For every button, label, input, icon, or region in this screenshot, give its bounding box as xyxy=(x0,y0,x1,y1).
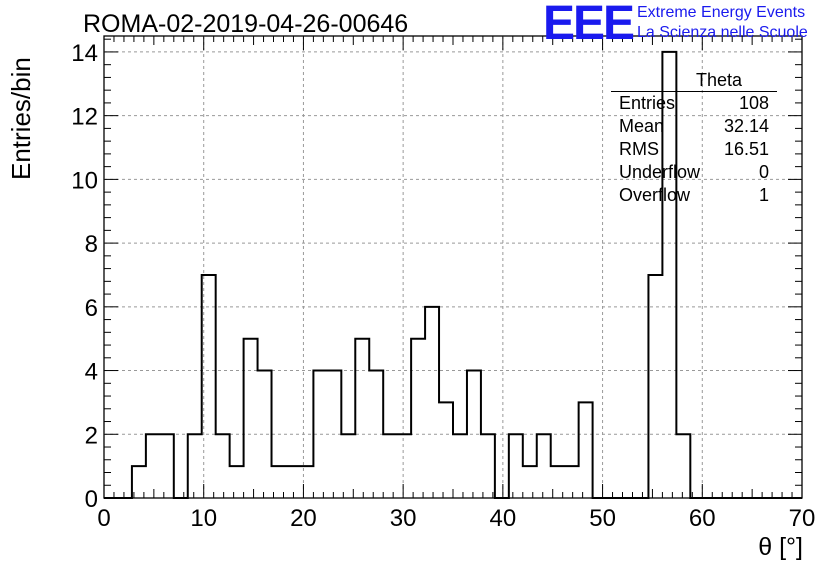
x-tick-label: 50 xyxy=(589,505,616,532)
histogram-bin xyxy=(258,371,272,498)
x-tick-label: 40 xyxy=(490,505,517,532)
run-title: ROMA-02-2019-04-26-00646 xyxy=(83,10,409,38)
histogram-bin xyxy=(341,434,355,498)
stats-row-underflow: Underflow 0 xyxy=(611,161,777,184)
histogram-bin xyxy=(299,466,313,498)
x-tick-label: 60 xyxy=(689,505,716,532)
histogram-bin xyxy=(132,466,146,498)
y-tick-label: 6 xyxy=(85,295,98,322)
histogram-bin xyxy=(272,466,286,498)
y-tick-label: 0 xyxy=(85,486,98,513)
y-tick-label: 4 xyxy=(85,359,98,386)
histogram-bin xyxy=(188,434,202,498)
y-tick-label: 8 xyxy=(85,231,98,258)
histogram-bin xyxy=(509,434,523,498)
stats-row-mean: Mean 32.14 xyxy=(611,115,777,138)
stats-label: RMS xyxy=(619,139,659,159)
y-tick-label: 2 xyxy=(85,422,98,449)
stats-value: 1 xyxy=(758,185,769,205)
stats-box: Theta Entries 108 Mean 32.14 RMS 16.51 U… xyxy=(611,70,777,207)
logo-subtitle-line1: Extreme Energy Events xyxy=(637,4,806,21)
stats-label: Overflow xyxy=(619,185,691,205)
stats-row-rms: RMS 16.51 xyxy=(611,138,777,161)
stats-label: Underflow xyxy=(619,162,701,182)
histogram-bin xyxy=(411,339,425,498)
logo-subtitle-line2: La Scienza nelle Scuole xyxy=(637,24,808,41)
stats-value: 16.51 xyxy=(723,139,769,159)
histogram-bin xyxy=(216,434,230,498)
stats-row-entries: Entries 108 xyxy=(611,92,777,115)
histogram-bin xyxy=(523,466,537,498)
histogram-bin xyxy=(439,402,453,498)
y-tick-label: 10 xyxy=(71,167,98,194)
histogram-bin xyxy=(676,434,690,498)
y-tick-label: 12 xyxy=(71,104,98,131)
stats-label: Mean xyxy=(619,116,665,136)
histogram-bin xyxy=(369,371,383,498)
stats-value: 0 xyxy=(758,162,769,182)
x-tick-label: 70 xyxy=(789,505,816,532)
histogram-bin xyxy=(355,339,369,498)
histogram-bin xyxy=(537,434,551,498)
y-tick-label: 14 xyxy=(71,40,98,67)
histogram-bin xyxy=(579,402,593,498)
x-tick-label: 30 xyxy=(390,505,417,532)
stats-title: Theta xyxy=(611,70,777,92)
x-tick-label: 20 xyxy=(290,505,317,532)
histogram-bin xyxy=(648,275,662,498)
histogram-bin xyxy=(565,466,579,498)
stats-row-overflow: Overflow 1 xyxy=(611,184,777,207)
histogram-bin xyxy=(383,434,397,498)
y-axis-label: Entries/bin xyxy=(6,57,36,180)
histogram-bin xyxy=(397,434,411,498)
histogram-bin xyxy=(160,434,174,498)
stats-value: 108 xyxy=(738,93,769,113)
histogram-bin xyxy=(425,307,439,498)
x-tick-label: 10 xyxy=(190,505,217,532)
histogram-bin xyxy=(467,371,481,498)
x-tick-label: 0 xyxy=(97,505,110,532)
histogram-bin xyxy=(551,466,565,498)
x-axis-label: θ [°] xyxy=(758,533,803,561)
histogram-bin xyxy=(244,339,258,498)
histogram-bin xyxy=(327,371,341,498)
histogram-bin xyxy=(146,434,160,498)
stats-value: 32.14 xyxy=(723,116,769,136)
histogram-bin xyxy=(453,434,467,498)
histogram-outline xyxy=(104,50,802,499)
histogram-bin xyxy=(230,466,244,498)
histogram-bin xyxy=(285,466,299,498)
histogram-bin xyxy=(313,371,327,498)
eee-logo: EEE xyxy=(543,0,635,50)
stats-label: Entries xyxy=(619,93,676,113)
histogram-bin xyxy=(481,434,495,498)
histogram-bin xyxy=(202,275,216,498)
